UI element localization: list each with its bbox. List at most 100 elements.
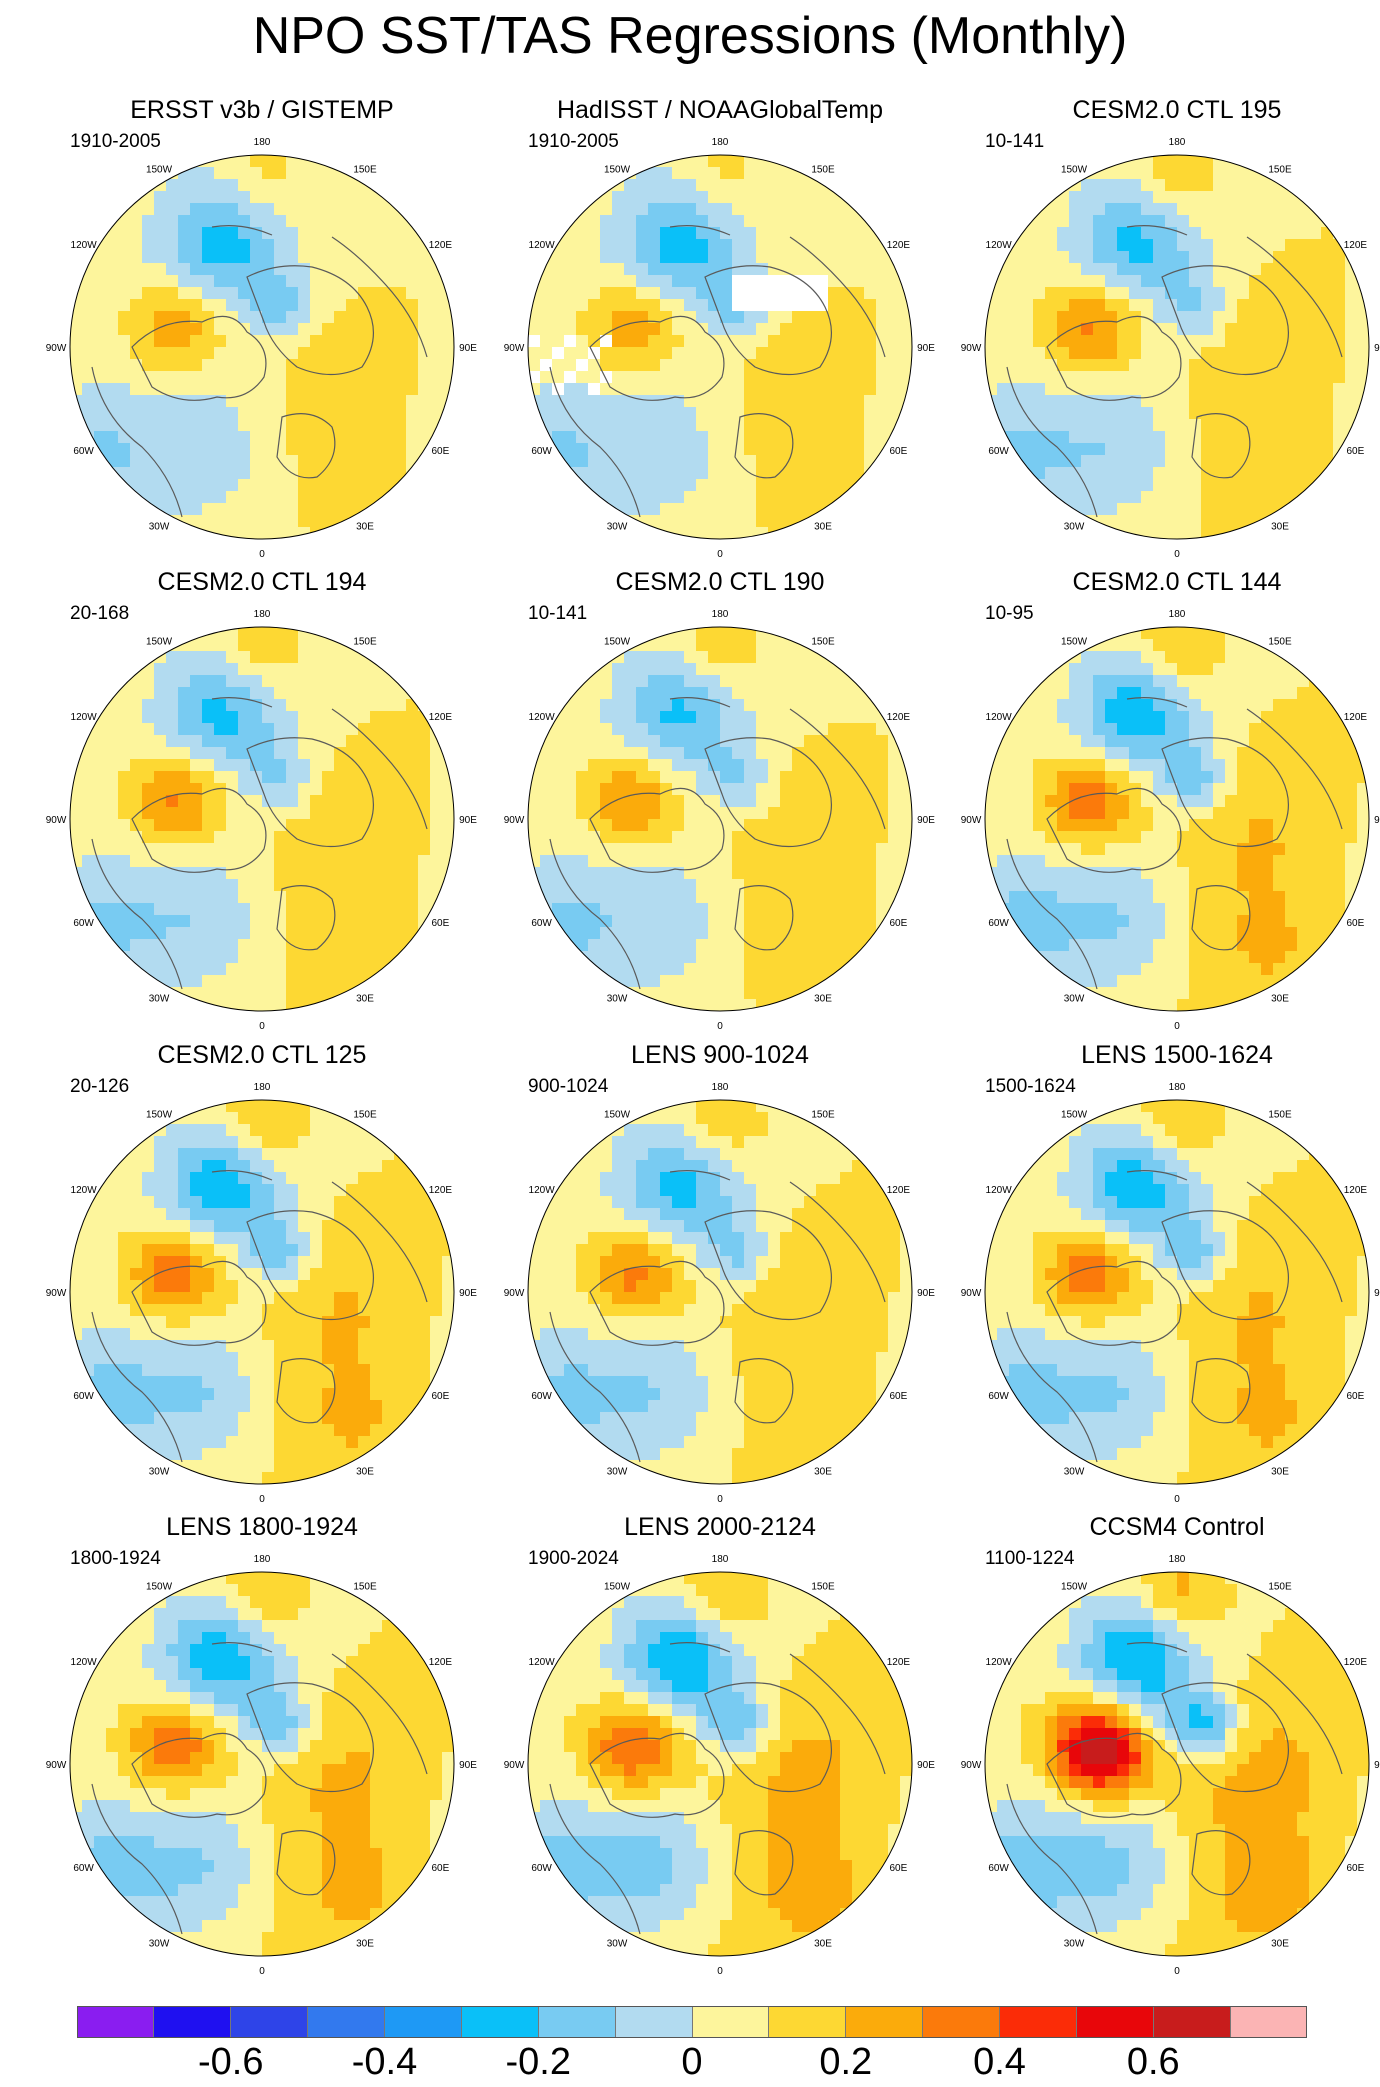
field-cell: [1177, 431, 1190, 444]
field-cell: [612, 251, 625, 264]
field-cell: [1117, 203, 1130, 216]
field-cell: [1021, 443, 1034, 456]
field-cell: [1105, 359, 1118, 372]
field-cell: [1141, 443, 1154, 456]
field-cell: [660, 251, 673, 264]
field-cell: [310, 927, 323, 940]
field-cell: [214, 759, 227, 772]
field-cell: [828, 479, 841, 492]
field-cell: [190, 335, 203, 348]
field-cell: [720, 867, 733, 880]
field-cell: [768, 383, 781, 396]
field-cell: [1201, 299, 1214, 312]
field-cell: [864, 443, 877, 456]
field-cell: [732, 831, 745, 844]
field-cell: [708, 443, 721, 456]
field-cell: [720, 515, 733, 528]
field-cell: [286, 975, 299, 988]
field-cell: [564, 383, 577, 396]
longitude-label: 90W: [46, 815, 67, 826]
field-cell: [672, 855, 685, 868]
field-cell: [382, 687, 395, 700]
field-cell: [1201, 855, 1214, 868]
longitude-label: 60W: [531, 446, 552, 457]
field-cell: [250, 503, 263, 516]
field-cell: [166, 299, 179, 312]
field-cell: [262, 515, 275, 528]
field-cell: [286, 443, 299, 456]
field-cell: [672, 215, 685, 228]
field-cell: [274, 155, 287, 168]
field-cell: [852, 227, 865, 240]
field-cell: [118, 215, 131, 228]
field-cell: [696, 759, 709, 772]
field-cell: [888, 299, 901, 312]
field-cell: [358, 203, 371, 216]
field-cell: [226, 407, 239, 420]
field-cell: [298, 699, 311, 712]
field-cell: [1129, 735, 1142, 748]
field-cell: [684, 455, 697, 468]
field-cell: [1129, 723, 1142, 736]
field-cell: [1045, 443, 1058, 456]
field-cell: [1141, 167, 1154, 180]
field-cell: [636, 275, 649, 288]
field-cell: [1249, 771, 1262, 784]
field-cell: [1309, 747, 1322, 760]
field-cell: [864, 687, 877, 700]
field-cell: [900, 867, 912, 880]
field-cell: [1141, 431, 1154, 444]
panel-title: HadISST / NOAAGlobalTemp: [556, 96, 884, 124]
field-cell: [816, 455, 829, 468]
field-cell: [1093, 747, 1106, 760]
field-cell: [1177, 299, 1190, 312]
field-cell: [190, 627, 203, 640]
field-cell: [816, 675, 829, 688]
field-cell: [696, 239, 709, 252]
field-cell: [792, 783, 805, 796]
field-cell: [1237, 855, 1250, 868]
field-cell: [696, 651, 709, 664]
field-cell: [1189, 783, 1202, 796]
field-cell: [756, 215, 769, 228]
field-cell: [672, 347, 685, 360]
field-cell: [370, 867, 383, 880]
field-cell: [768, 443, 781, 456]
field-cell: [828, 735, 841, 748]
field-cell: [202, 699, 215, 712]
field-cell: [1069, 479, 1082, 492]
field-cell: [900, 335, 912, 348]
field-cell: [624, 431, 637, 444]
field-cell: [130, 395, 143, 408]
field-cell: [636, 323, 649, 336]
field-cell: [804, 383, 817, 396]
field-cell: [214, 227, 227, 240]
field-cell: [660, 443, 673, 456]
field-cell: [190, 639, 203, 652]
field-cell: [346, 491, 359, 504]
field-cell: [672, 263, 685, 276]
field-cell: [1201, 227, 1214, 240]
field-cell: [576, 795, 589, 808]
field-cell: [756, 179, 769, 192]
field-cell: [1105, 831, 1118, 844]
longitude-label: 90E: [459, 343, 477, 354]
field-cell: [1225, 383, 1238, 396]
field-cell: [1201, 371, 1214, 384]
field-cell: [94, 879, 107, 892]
field-cell: [1189, 771, 1202, 784]
field-cell: [792, 891, 805, 904]
field-cell: [1117, 699, 1130, 712]
field-cell: [540, 371, 553, 384]
field-cell: [226, 759, 239, 772]
field-cell: [1045, 479, 1058, 492]
field-cell: [1297, 843, 1310, 856]
field-cell: [864, 467, 877, 480]
field-cell: [250, 975, 263, 988]
field-cell: [1021, 275, 1034, 288]
field-cell: [142, 431, 155, 444]
field-cell: [1213, 167, 1226, 180]
field-cell: [1321, 263, 1334, 276]
field-cell: [720, 651, 733, 664]
field-cell: [852, 299, 865, 312]
